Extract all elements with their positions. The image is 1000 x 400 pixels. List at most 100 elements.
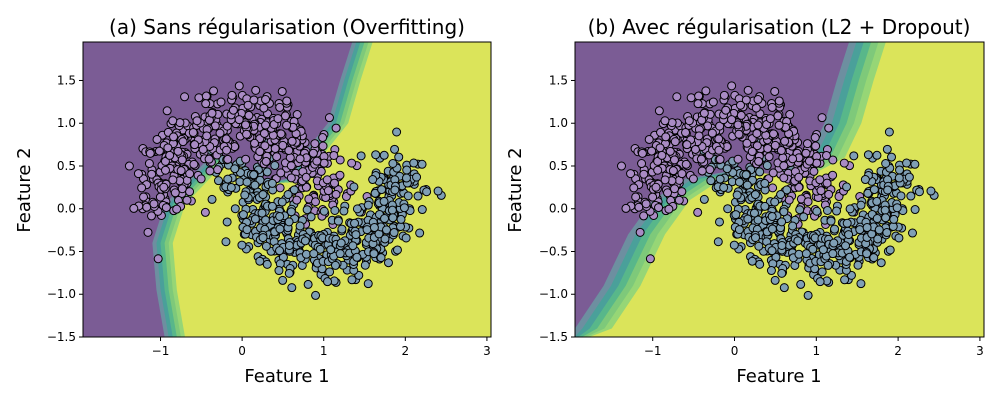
point-class-1 xyxy=(222,217,232,227)
subplot-b: (b) Avec régularisation (L2 + Dropout) −… xyxy=(505,15,985,387)
point-class-0 xyxy=(736,110,746,120)
point-class-1 xyxy=(760,201,770,211)
point-class-1 xyxy=(399,203,409,213)
point-class-0 xyxy=(824,123,834,133)
point-class-1 xyxy=(311,290,321,300)
x-tick-label: 3 xyxy=(483,344,491,358)
point-class-0 xyxy=(670,137,680,147)
point-class-1 xyxy=(788,221,798,231)
point-class-1 xyxy=(795,205,805,215)
point-class-1 xyxy=(257,208,267,218)
point-class-0 xyxy=(255,147,265,157)
point-class-0 xyxy=(323,186,333,196)
y-tick-label: −1.0 xyxy=(47,287,76,301)
point-class-1 xyxy=(348,241,358,251)
point-class-1 xyxy=(779,283,789,293)
point-class-1 xyxy=(872,150,882,160)
point-class-0 xyxy=(644,134,654,144)
point-class-0 xyxy=(626,169,636,179)
subplot-a-plot-area xyxy=(83,42,491,337)
point-class-1 xyxy=(289,185,299,195)
subplot-b-plot-area xyxy=(575,42,984,337)
point-class-1 xyxy=(770,275,780,285)
point-class-1 xyxy=(782,185,792,195)
point-class-0 xyxy=(660,116,670,126)
point-class-0 xyxy=(828,170,838,180)
point-class-0 xyxy=(311,197,321,207)
point-class-0 xyxy=(705,165,715,175)
point-class-0 xyxy=(637,159,647,169)
point-class-1 xyxy=(409,158,419,168)
point-class-0 xyxy=(215,128,225,138)
y-tick-label: 1.0 xyxy=(549,116,568,130)
point-class-1 xyxy=(841,241,851,251)
point-class-1 xyxy=(902,158,912,168)
point-class-1 xyxy=(881,213,891,223)
point-class-0 xyxy=(804,156,814,166)
point-class-0 xyxy=(301,172,311,182)
point-class-1 xyxy=(894,173,904,183)
point-class-1 xyxy=(856,200,866,210)
point-class-1 xyxy=(742,180,752,190)
point-class-0 xyxy=(727,115,737,125)
point-class-0 xyxy=(780,136,790,146)
point-class-0 xyxy=(295,154,305,164)
point-class-0 xyxy=(222,145,232,155)
point-class-1 xyxy=(741,170,751,180)
point-class-0 xyxy=(204,154,214,164)
point-class-0 xyxy=(677,169,687,179)
point-class-0 xyxy=(715,121,725,131)
point-class-1 xyxy=(284,217,294,227)
point-class-1 xyxy=(896,191,906,201)
point-class-0 xyxy=(163,143,173,153)
point-class-0 xyxy=(742,138,752,148)
point-class-0 xyxy=(701,86,711,96)
point-class-0 xyxy=(763,143,773,153)
point-class-0 xyxy=(276,129,286,139)
y-tick-label: 0.0 xyxy=(549,202,568,216)
point-class-0 xyxy=(331,189,341,199)
point-class-0 xyxy=(770,86,780,96)
subplot-b-frame xyxy=(574,41,985,338)
point-class-1 xyxy=(309,249,319,259)
point-class-1 xyxy=(734,225,744,235)
point-class-0 xyxy=(144,159,154,169)
point-class-1 xyxy=(433,186,443,196)
point-class-1 xyxy=(882,144,892,154)
point-class-0 xyxy=(282,120,292,130)
point-class-0 xyxy=(202,131,212,141)
point-class-0 xyxy=(674,195,684,205)
point-class-0 xyxy=(196,174,206,184)
y-tick-label: −1.0 xyxy=(539,287,568,301)
point-class-0 xyxy=(824,189,834,199)
point-class-0 xyxy=(735,100,745,110)
y-tick-label: −0.5 xyxy=(539,244,568,258)
point-class-1 xyxy=(417,159,427,169)
point-class-0 xyxy=(741,95,751,105)
point-class-1 xyxy=(904,172,914,182)
point-class-0 xyxy=(767,102,777,112)
point-class-0 xyxy=(244,110,254,120)
point-class-0 xyxy=(194,93,204,103)
point-class-1 xyxy=(714,217,724,227)
point-class-1 xyxy=(352,204,362,214)
point-class-1 xyxy=(749,208,759,218)
point-class-0 xyxy=(774,96,784,106)
point-class-0 xyxy=(308,148,318,158)
point-class-1 xyxy=(351,230,361,240)
point-class-0 xyxy=(774,120,784,130)
point-class-1 xyxy=(390,185,400,195)
point-class-1 xyxy=(401,173,411,183)
point-class-1 xyxy=(242,225,252,235)
point-class-0 xyxy=(669,155,679,165)
point-class-1 xyxy=(883,185,893,195)
point-class-0 xyxy=(154,146,164,156)
point-class-0 xyxy=(648,192,658,202)
point-class-1 xyxy=(856,279,866,289)
point-class-1 xyxy=(853,260,863,270)
point-class-0 xyxy=(639,169,649,179)
point-class-0 xyxy=(221,134,231,144)
point-class-1 xyxy=(387,205,397,215)
point-class-1 xyxy=(808,244,818,254)
point-class-1 xyxy=(250,214,260,224)
